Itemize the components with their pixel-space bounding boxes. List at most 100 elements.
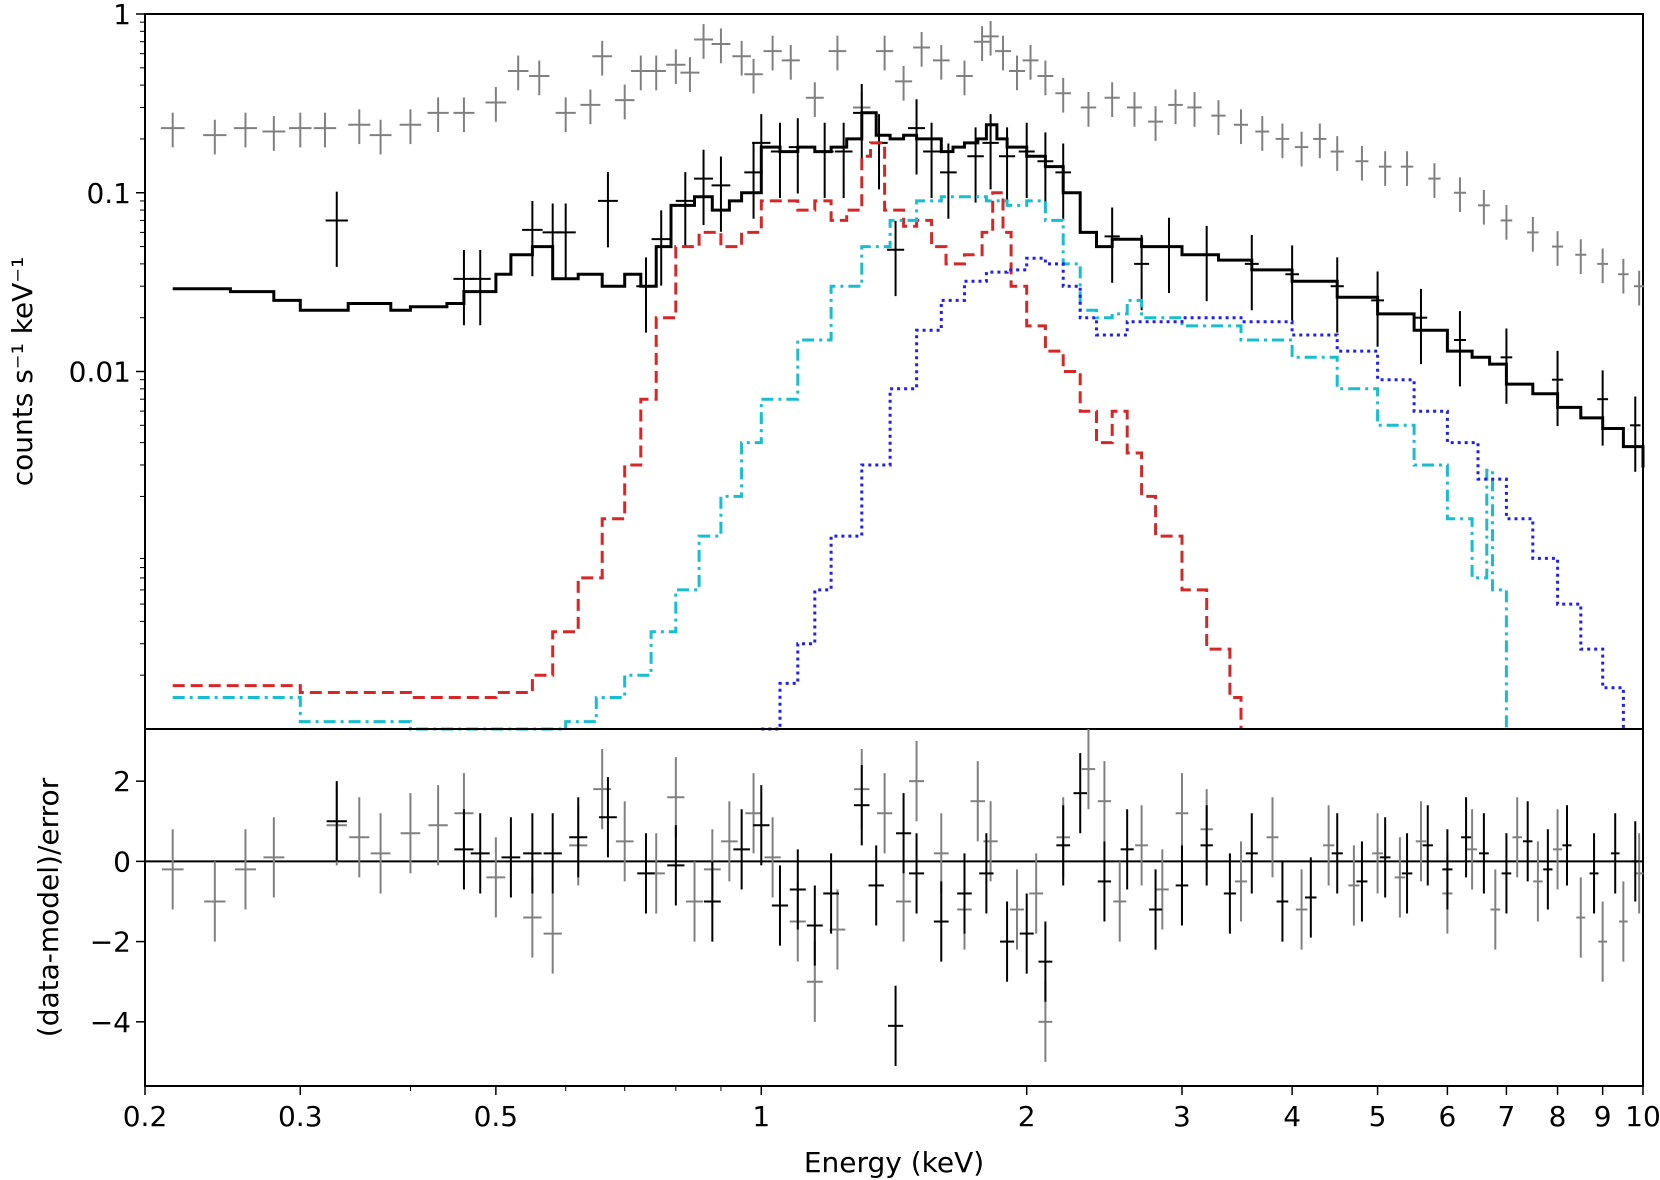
data-point bbox=[325, 191, 348, 267]
data-point bbox=[529, 60, 550, 96]
data-point bbox=[770, 122, 790, 198]
residual-point bbox=[1223, 853, 1236, 934]
data-point bbox=[666, 49, 686, 85]
residual-point bbox=[876, 773, 893, 854]
data-point bbox=[1126, 92, 1142, 127]
data-point bbox=[967, 127, 984, 203]
x-axis-label: Energy (keV) bbox=[804, 1146, 984, 1179]
residual-point bbox=[1422, 805, 1433, 886]
data-point bbox=[1597, 248, 1609, 284]
residual-point bbox=[887, 985, 904, 1066]
data-point bbox=[1618, 258, 1629, 294]
spectrum-ytick-label: 1 bbox=[113, 0, 131, 31]
residual-point bbox=[1175, 773, 1189, 854]
model-line-3 bbox=[172, 141, 1243, 729]
xtick-label: 10 bbox=[1625, 1100, 1660, 1133]
residual-point bbox=[1598, 901, 1608, 982]
residual-point bbox=[1155, 849, 1169, 930]
xtick-label: 5 bbox=[1369, 1100, 1387, 1133]
residual-point bbox=[1461, 797, 1472, 878]
residual-point bbox=[400, 793, 421, 874]
residual-point bbox=[1266, 797, 1279, 878]
residual-point bbox=[703, 861, 721, 942]
xtick-label: 0.5 bbox=[474, 1100, 519, 1133]
data-point bbox=[1148, 106, 1163, 141]
xtick-label: 6 bbox=[1438, 1100, 1456, 1133]
xtick-label: 0.2 bbox=[123, 1100, 168, 1133]
residual-point bbox=[1305, 857, 1317, 938]
data-point bbox=[781, 44, 800, 80]
data-point bbox=[1080, 92, 1097, 127]
data-point bbox=[744, 143, 763, 219]
residual-point bbox=[667, 757, 685, 838]
residual-ytick-label: −2 bbox=[90, 926, 131, 959]
residual-point bbox=[1019, 893, 1034, 974]
data-point bbox=[875, 35, 894, 71]
residual-y-axis-label: (data-model)/error bbox=[32, 777, 65, 1037]
residual-point bbox=[771, 865, 789, 946]
residual-point bbox=[1619, 881, 1628, 962]
residual-point bbox=[1501, 833, 1512, 914]
data-point bbox=[1275, 123, 1290, 159]
data-point bbox=[1378, 151, 1392, 186]
data-point bbox=[973, 26, 991, 61]
residual-point bbox=[721, 801, 738, 882]
data-point bbox=[233, 112, 258, 148]
residual-point bbox=[1631, 821, 1640, 902]
data-point bbox=[1037, 60, 1054, 96]
residual-point bbox=[1610, 813, 1620, 894]
data-point bbox=[982, 20, 999, 56]
residual-point bbox=[1073, 753, 1087, 834]
data-point bbox=[994, 35, 1012, 71]
data-point bbox=[1161, 217, 1177, 293]
data-point bbox=[369, 119, 392, 155]
residual-point bbox=[1589, 833, 1599, 914]
data-point bbox=[262, 116, 286, 151]
residual-point bbox=[829, 889, 846, 970]
residual-point bbox=[1234, 841, 1248, 922]
residual-point bbox=[1478, 813, 1489, 894]
data-point bbox=[923, 122, 941, 198]
data-point bbox=[886, 220, 905, 297]
residual-point bbox=[1245, 813, 1258, 894]
residual-point bbox=[1097, 841, 1112, 922]
data-point bbox=[1022, 44, 1039, 80]
residual-point bbox=[909, 741, 925, 822]
spectrum-y-axis-label: counts s⁻¹ keV⁻¹ bbox=[6, 257, 39, 487]
residual-point bbox=[1348, 845, 1360, 926]
residual-point bbox=[957, 853, 972, 934]
data-point bbox=[636, 257, 656, 333]
xtick-label: 0.3 bbox=[278, 1100, 323, 1133]
residual-point bbox=[615, 801, 634, 882]
data-point bbox=[313, 112, 337, 148]
data-point bbox=[160, 112, 185, 148]
residual-point bbox=[868, 845, 884, 926]
residual-point bbox=[1543, 829, 1553, 910]
spectrum-marks bbox=[160, 20, 1645, 731]
residual-point bbox=[543, 813, 562, 894]
residual-point bbox=[896, 793, 912, 874]
data-point bbox=[1187, 92, 1202, 127]
residual-ytick-label: 0 bbox=[113, 845, 131, 878]
residual-point bbox=[1415, 801, 1427, 882]
data-point bbox=[1477, 189, 1490, 225]
data-point bbox=[427, 97, 449, 133]
data-point bbox=[580, 89, 601, 125]
residual-point bbox=[1113, 861, 1127, 942]
spectrum-ytick-label: 0.1 bbox=[86, 177, 131, 210]
xtick-label: 9 bbox=[1594, 1100, 1612, 1133]
xtick-label: 8 bbox=[1549, 1100, 1567, 1133]
data-point bbox=[1285, 245, 1299, 321]
data-point bbox=[895, 65, 913, 101]
residual-point bbox=[1512, 797, 1522, 878]
residual-point bbox=[999, 901, 1015, 982]
data-point bbox=[1453, 311, 1466, 387]
residual-ytick-label: 2 bbox=[113, 765, 131, 798]
data-point bbox=[1500, 205, 1513, 240]
residual-point bbox=[1379, 817, 1391, 898]
data-point bbox=[744, 58, 763, 94]
xtick-label: 1 bbox=[752, 1100, 770, 1133]
residual-ytick-label: −4 bbox=[90, 1006, 131, 1039]
data-point bbox=[982, 114, 999, 190]
